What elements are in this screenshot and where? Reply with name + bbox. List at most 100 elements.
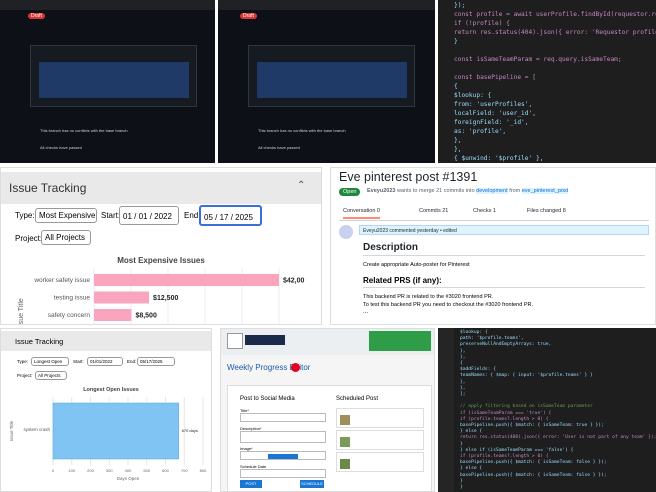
bar: [52, 402, 179, 460]
comment-header: Eveyu2023 commented yesterday • edited: [359, 225, 649, 235]
thumb: [340, 415, 350, 425]
code-line: }: [454, 38, 458, 45]
checks-note: All checks have passed: [40, 145, 82, 150]
title: Weekly Progress Editor: [227, 363, 311, 372]
code-line: } else if (isSameTeamParam === 'false') …: [460, 447, 574, 453]
x-tick-label: 100: [68, 468, 75, 473]
x-tick-label: 400: [125, 468, 132, 473]
rule: [363, 287, 645, 288]
merge-line: Eveyu2023 wants to merge 21 commits into…: [367, 188, 569, 194]
date-input[interactable]: [240, 469, 326, 478]
bar: [94, 274, 279, 286]
bar-chart: Most Expensive Issues Issue Title worker s…: [18, 256, 305, 324]
issue-tracking: Issue Tracking ⌃ Type: Most Expensive St…: [0, 167, 322, 325]
start-input[interactable]: 01/01/2022: [87, 357, 123, 366]
scheduled-item: [336, 408, 424, 428]
collapse-icon[interactable]: ⌃: [297, 180, 306, 191]
github-dark-1: Draft This branch has no conflicts with …: [0, 0, 215, 163]
text: wants to merge 21 commits into: [396, 188, 475, 194]
card: Post to Social Media Scheduled Post Titl…: [227, 385, 432, 491]
x-axis-label: Days Open: [117, 476, 140, 481]
end-input[interactable]: 05/17/2025: [137, 357, 175, 366]
bar: [94, 291, 150, 304]
bar: [94, 309, 132, 321]
pull-request: Eve pinterest post #1391 Open Eveyu2023 …: [330, 167, 656, 325]
project-select[interactable]: All Projects: [41, 230, 91, 245]
schedule-button[interactable]: SCHEDULE: [300, 480, 324, 488]
label: Description*: [240, 426, 262, 431]
thumb: [340, 437, 350, 447]
banner: [245, 335, 285, 345]
category-label: safety concern: [48, 312, 91, 319]
code-editor: }); const profile = await userProfile.fin…: [438, 0, 656, 163]
code-line: },: [460, 348, 466, 354]
post-button[interactable]: POST: [240, 480, 262, 488]
browser-bar: [218, 0, 435, 10]
x-tick-label: 500: [143, 468, 150, 473]
heading: Scheduled Post: [336, 396, 379, 402]
toggle[interactable]: [268, 454, 298, 459]
scheduled-item: [336, 452, 424, 472]
x-tick-label: 0: [52, 468, 55, 473]
gutter: [438, 328, 454, 492]
pinterest-icon: [291, 363, 300, 372]
title-input[interactable]: [240, 413, 326, 422]
thumb: [340, 459, 350, 469]
code-line: from: 'userProfiles',: [454, 101, 533, 108]
code-line: return res.status(404).json({ error: 'Re…: [454, 29, 656, 36]
text: from: [509, 188, 521, 194]
x-tick-label: 700: [181, 468, 188, 473]
related-2: To test this backend PR you need to chec…: [363, 302, 533, 308]
image-input[interactable]: [240, 451, 326, 460]
issue-tracking-small: Issue Tracking Type: Longest Open Start:…: [0, 328, 212, 492]
code-line: },: [460, 379, 466, 385]
code-line: if (profile.teams?.length > 0) {: [460, 416, 549, 422]
code-line: $lookup: {: [454, 92, 492, 99]
value-label: $8,500: [135, 313, 157, 320]
code-line: }: [460, 441, 463, 447]
badge: Draft: [240, 13, 257, 19]
code-line: },: [454, 137, 462, 144]
header: [1, 331, 211, 351]
tabs: Conversation 0 Commits 21 Checks 1 Files ch…: [339, 204, 649, 221]
label: Type:: [17, 359, 29, 364]
label: Title*: [240, 408, 249, 413]
avatar: [339, 225, 353, 239]
scheduled-item: [336, 430, 424, 450]
notice: [369, 331, 431, 351]
code-line: path: '$profile.teams',: [460, 336, 524, 342]
merge-note: This branch has no conflicts with the ba…: [258, 128, 346, 133]
code-line: basePipeline.push({ $match: { isSameTeam…: [460, 472, 607, 478]
tab: Conversation 0: [343, 208, 380, 219]
description-input[interactable]: [240, 431, 326, 443]
code-line: // apply filtering based on isSameTeam p…: [460, 404, 593, 410]
pr-title: Eve pinterest post #1391: [339, 170, 478, 184]
label: End:: [184, 211, 201, 220]
code-line: const isSameTeamParam = req.query.isSame…: [454, 56, 622, 63]
project-select[interactable]: All Projects: [35, 371, 67, 380]
type-select[interactable]: Most Expensive: [35, 208, 97, 223]
value-label: $42,00: [283, 278, 305, 285]
code-line: {: [454, 83, 458, 90]
branch: eve_pinterest_post: [521, 188, 569, 194]
start-input[interactable]: 01 / 01 / 2022: [119, 206, 179, 225]
type-select[interactable]: Longest Open: [31, 357, 69, 366]
more: ...: [363, 309, 369, 315]
code-line: ];: [460, 392, 466, 397]
value-label: $12,500: [153, 295, 178, 302]
comment-box: [248, 45, 415, 107]
category-label: worker safety issue: [33, 277, 90, 284]
code-editor: $lookup: { path: '$profile.teams', prese…: [438, 328, 656, 492]
code-line: });: [454, 2, 466, 9]
checks-note: All checks have passed: [258, 145, 300, 150]
code-line: if (profile.teams?.length > 0) {: [460, 454, 549, 459]
chart-title: Most Expensive Issues: [117, 256, 205, 265]
code-line: },: [460, 354, 466, 360]
end-input[interactable]: 05 / 17 / 2025: [199, 205, 262, 226]
rule: [363, 255, 645, 256]
weekly-editor: Weekly Progress Editor Post to Social Me…: [220, 328, 435, 492]
tab: Checks 1: [473, 208, 496, 214]
label: Start:: [101, 211, 121, 220]
category-label: testing issue: [54, 295, 91, 302]
